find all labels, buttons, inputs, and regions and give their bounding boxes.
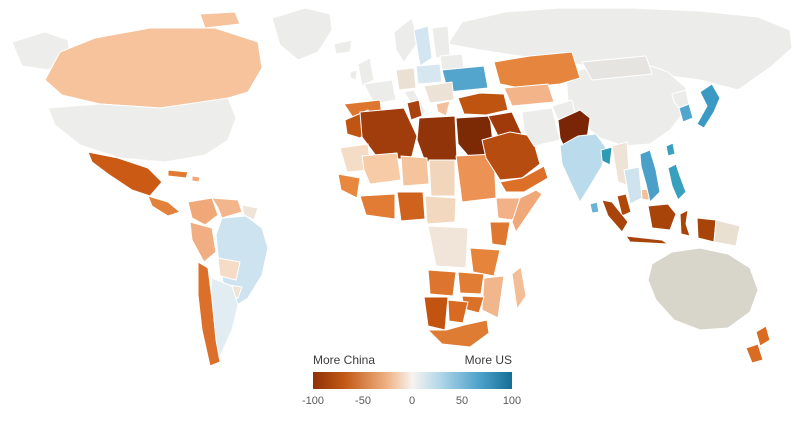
country-india [559,133,607,203]
country-mongolia [581,55,653,81]
country-zambia [457,271,485,295]
country-norway [393,17,419,63]
country-chad [428,159,456,197]
country-finland [431,25,451,59]
country-germany [395,67,417,91]
country-central-asia [503,83,555,107]
country-colombia [187,197,219,226]
country-hispaniola [191,175,201,183]
legend-tick-100: 100 [503,395,521,407]
legend-left-label: More China [313,353,375,367]
country-malaysia [616,193,632,217]
country-madagascar [511,266,527,310]
country-kazakhstan [493,51,581,89]
country-saudi-arabia [481,131,541,181]
country-belarus-baltics [439,53,465,71]
country-new-zealand-north [755,325,771,347]
country-namibia [423,296,449,331]
country-kenya [489,221,511,247]
country-venezuela [211,197,243,219]
country-chile [197,261,221,367]
country-papua-new-guinea [713,219,741,247]
country-sweden [413,25,433,67]
country-vietnam [639,149,661,203]
country-peru [189,221,217,263]
legend-right-label: More US [465,353,512,367]
country-iceland [333,39,353,55]
country-balkans [423,81,455,104]
map-regions [11,7,793,369]
country-guyanas [241,204,259,221]
country-angola [427,269,457,297]
country-poland [415,63,443,85]
country-mexico [87,151,163,197]
country-uk [357,57,375,87]
map-legend: More China More US -100 -50 0 50 100 [302,353,521,407]
country-usa [47,97,237,163]
country-new-zealand-south [745,343,764,364]
country-indonesia-java [625,235,669,245]
country-nigeria [396,191,426,222]
country-indonesia-kalimantan [647,203,677,231]
country-iran [521,107,561,147]
country-cuba [167,169,189,179]
country-mozambique [481,275,505,319]
country-drc [427,225,469,269]
country-bangladesh [600,146,613,166]
country-cameroon-car [424,195,457,225]
country-botswana [447,299,469,324]
country-turkey [457,92,509,116]
country-sri-lanka [589,201,600,214]
country-yemen-oman [499,165,549,193]
country-indonesia-sulawesi [679,209,691,237]
country-bolivia [217,257,241,281]
country-canada [44,27,263,109]
legend-tick--50: -50 [355,395,371,407]
country-thailand [623,166,643,205]
country-philippines [667,163,687,201]
country-ireland [349,69,358,81]
legend-colorbar [313,372,512,389]
country-central-america [147,195,181,217]
country-indonesia-west-papua [696,217,717,243]
country-south-korea [678,103,694,123]
country-ivory-coast-ghana [359,193,396,220]
country-indonesia-sumatra [601,199,629,233]
country-somalia [511,189,543,233]
country-senegal-guinea [337,173,361,199]
country-libya [416,115,458,163]
country-mali [361,152,402,185]
country-taiwan [665,142,676,157]
country-japan [696,83,721,129]
country-australia [647,247,759,331]
country-greenland [271,7,333,61]
country-tanzania [469,247,501,277]
country-france [363,79,397,105]
legend-tick-50: 50 [456,395,468,407]
country-greece [435,100,451,117]
country-niger [400,155,430,187]
country-canada-arctic-islands [199,11,241,29]
legend-tick-0: 0 [409,395,415,407]
country-tunisia [406,99,423,121]
legend-tick--100: -100 [302,395,324,407]
country-south-africa [427,319,490,348]
